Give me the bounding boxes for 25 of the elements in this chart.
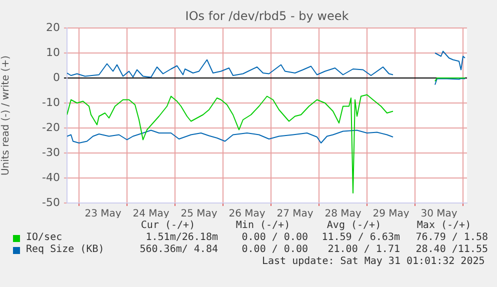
y-tick-label: 0 — [53, 70, 60, 84]
y-tick-label: 10 — [46, 46, 60, 59]
text: Cur (-/+) — [140, 220, 196, 232]
text: 21.00 / 1.71 — [326, 244, 400, 256]
text: 76.79 / 1.58 — [414, 232, 488, 244]
y-tick-label: -50 — [42, 196, 60, 209]
text: 0.00 / 0.00 — [240, 244, 308, 256]
y-tick-label: -20 — [42, 120, 60, 134]
text: Avg (-/+) — [326, 220, 382, 232]
text: 28.40 /11.55 — [414, 244, 488, 256]
text: Min (-/+) — [234, 220, 292, 232]
y-tick-label: -40 — [42, 170, 60, 184]
legend-label: IO/sec — [26, 232, 64, 244]
y-axis-title: Units read (-) / write (+) — [0, 55, 12, 176]
text: 560.36m/ 4.84 — [138, 244, 218, 256]
y-tick-label: -10 — [42, 96, 60, 109]
legend-label: Req Size (KB) — [26, 244, 106, 256]
text: Max (-/+) — [416, 220, 472, 232]
text: 11.59 / 6.63m — [320, 232, 400, 244]
chart-title: IOs for /dev/rbd5 - by week — [184, 9, 350, 23]
text: 0.00 / 0.00 — [240, 232, 308, 244]
y-tick-label: -30 — [42, 146, 60, 159]
text: 1.51m/26.18m — [144, 232, 218, 244]
y-tick-label: 20 — [46, 20, 60, 34]
text: Last update: Sat May 31 01:01:32 2025 — [261, 256, 486, 268]
